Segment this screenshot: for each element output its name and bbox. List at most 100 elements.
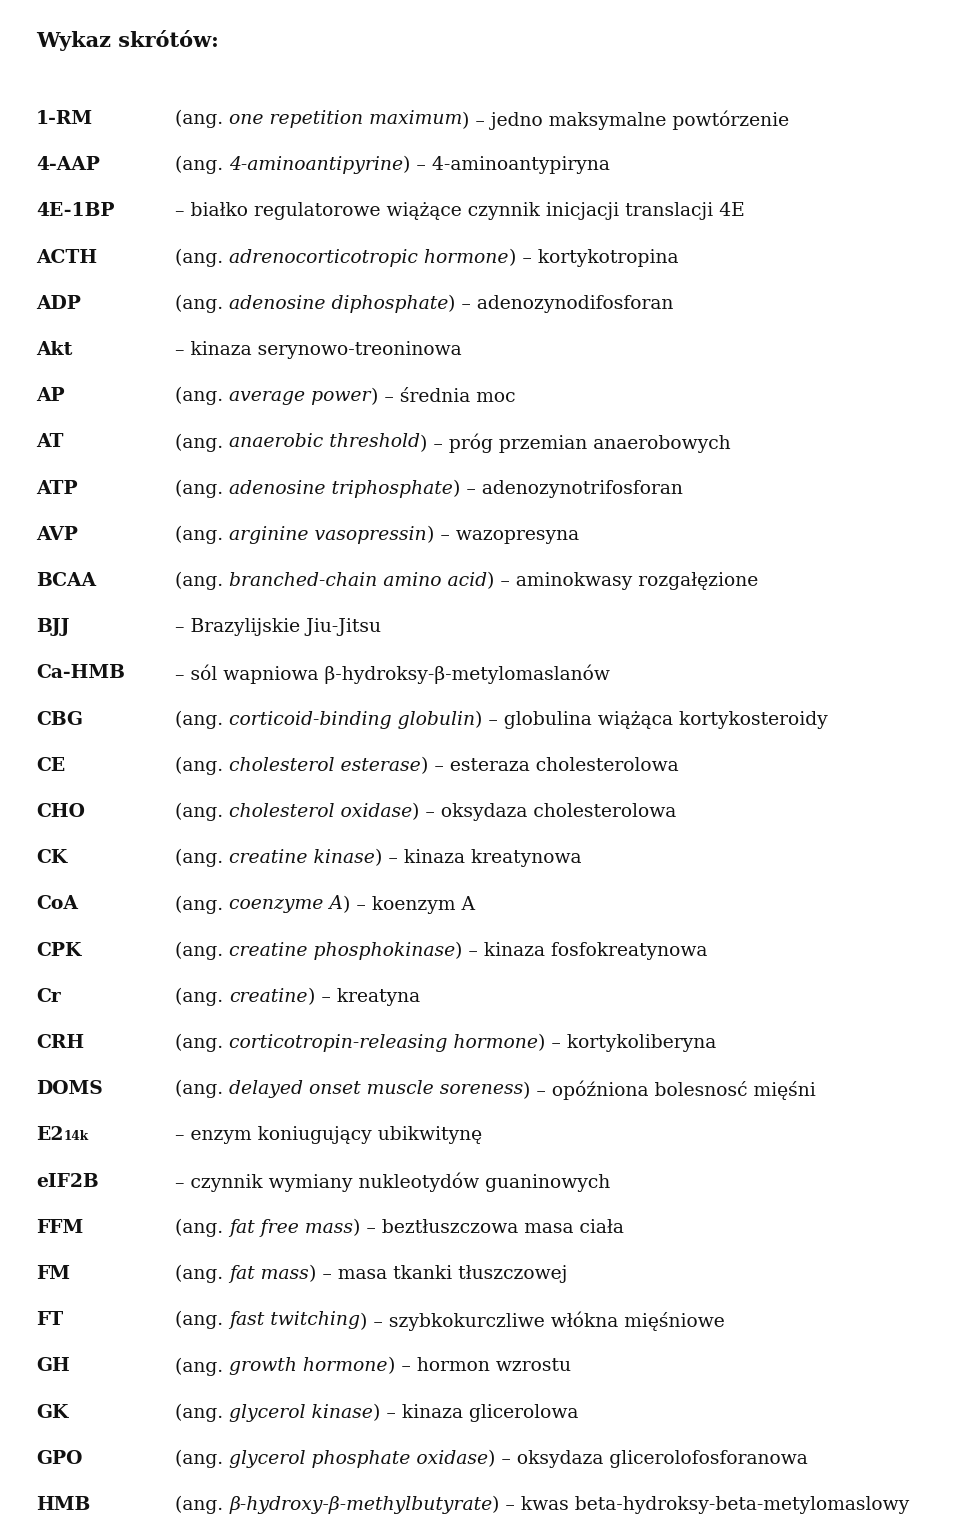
Text: branched-chain amino acid: branched-chain amino acid (229, 572, 488, 591)
Text: ) – kinaza kreatynowa: ) – kinaza kreatynowa (375, 849, 582, 867)
Text: creatine phosphokinase: creatine phosphokinase (229, 941, 455, 959)
Text: Wykaz skrótów:: Wykaz skrótów: (36, 30, 219, 52)
Text: fast twitching: fast twitching (229, 1312, 360, 1330)
Text: ) – oksydaza glicerolofosforanowa: ) – oksydaza glicerolofosforanowa (489, 1450, 808, 1468)
Text: ATP: ATP (36, 480, 78, 498)
Text: GPO: GPO (36, 1450, 83, 1468)
Text: CBG: CBG (36, 710, 83, 729)
Text: adenosine triphosphate: adenosine triphosphate (229, 480, 453, 498)
Text: ) – globulina wiążąca kortykosteroidy: ) – globulina wiążąca kortykosteroidy (475, 710, 828, 729)
Text: (ang.: (ang. (175, 156, 229, 175)
Text: (ang.: (ang. (175, 1264, 229, 1283)
Text: CHO: CHO (36, 803, 84, 821)
Text: β-hydroxy-β-methylbutyrate: β-hydroxy-β-methylbutyrate (229, 1497, 492, 1513)
Text: BJJ: BJJ (36, 618, 69, 636)
Text: (ang.: (ang. (175, 941, 229, 959)
Text: adenosine diphosphate: adenosine diphosphate (229, 294, 448, 313)
Text: anaerobic threshold: anaerobic threshold (229, 434, 420, 451)
Text: ) – wazopresyna: ) – wazopresyna (427, 525, 579, 543)
Text: 4-AAP: 4-AAP (36, 156, 100, 175)
Text: – sól wapniowa β-hydroksy-β-metylomaslanów: – sól wapniowa β-hydroksy-β-metylomaslan… (175, 665, 610, 685)
Text: FT: FT (36, 1312, 63, 1330)
Text: HMB: HMB (36, 1497, 90, 1513)
Text: (ang.: (ang. (175, 1219, 229, 1237)
Text: – białko regulatorowe wiążące czynnik inicjacji translacji 4E: – białko regulatorowe wiążące czynnik in… (175, 202, 745, 220)
Text: – kinaza serynowo-treoninowa: – kinaza serynowo-treoninowa (175, 342, 462, 358)
Text: ADP: ADP (36, 294, 81, 313)
Text: (ang.: (ang. (175, 294, 229, 313)
Text: (ang.: (ang. (175, 480, 229, 498)
Text: ) – kinaza fosfokreatynowa: ) – kinaza fosfokreatynowa (455, 941, 708, 959)
Text: Akt: Akt (36, 342, 72, 358)
Text: eIF2B: eIF2B (36, 1172, 99, 1190)
Text: ) – kreatyna: ) – kreatyna (307, 988, 420, 1006)
Text: GK: GK (36, 1404, 68, 1421)
Text: (ang.: (ang. (175, 1357, 229, 1375)
Text: fat free mass: fat free mass (229, 1219, 353, 1237)
Text: FFM: FFM (36, 1219, 84, 1237)
Text: (ang.: (ang. (175, 1404, 229, 1422)
Text: (ang.: (ang. (175, 710, 229, 729)
Text: corticoid-binding globulin: corticoid-binding globulin (229, 710, 475, 729)
Text: 14k: 14k (63, 1131, 88, 1143)
Text: (ang.: (ang. (175, 387, 229, 405)
Text: average power: average power (229, 387, 371, 405)
Text: glycerol kinase: glycerol kinase (229, 1404, 373, 1421)
Text: AT: AT (36, 434, 63, 451)
Text: CRH: CRH (36, 1034, 84, 1052)
Text: one repetition maximum: one repetition maximum (229, 109, 463, 128)
Text: CoA: CoA (36, 896, 78, 914)
Text: (ang.: (ang. (175, 757, 229, 776)
Text: (ang.: (ang. (175, 434, 229, 452)
Text: ) – beztłuszczowa masa ciała: ) – beztłuszczowa masa ciała (353, 1219, 624, 1237)
Text: (ang.: (ang. (175, 1497, 229, 1515)
Text: E2: E2 (36, 1126, 63, 1145)
Text: ) – hormon wzrostu: ) – hormon wzrostu (388, 1357, 570, 1375)
Text: ) – kwas beta-hydroksy-beta-metylomaslowy: ) – kwas beta-hydroksy-beta-metylomaslow… (492, 1497, 910, 1515)
Text: ) – średnia moc: ) – średnia moc (371, 387, 516, 405)
Text: adrenocorticotropic hormone: adrenocorticotropic hormone (229, 249, 509, 267)
Text: ) – aminokwasy rozgałęzione: ) – aminokwasy rozgałęzione (488, 572, 758, 591)
Text: (ang.: (ang. (175, 849, 229, 867)
Text: ) – szybkokurczliwe włókna mięśniowe: ) – szybkokurczliwe włókna mięśniowe (360, 1312, 725, 1331)
Text: ) – próg przemian anaerobowych: ) – próg przemian anaerobowych (420, 434, 731, 452)
Text: (ang.: (ang. (175, 249, 229, 267)
Text: ) – kortykoliberyna: ) – kortykoliberyna (539, 1034, 716, 1052)
Text: glycerol phosphate oxidase: glycerol phosphate oxidase (229, 1450, 489, 1468)
Text: ) – opóźniona bolesnosć mięśni: ) – opóźniona bolesnosć mięśni (523, 1081, 816, 1099)
Text: creatine kinase: creatine kinase (229, 849, 375, 867)
Text: ) – masa tkanki tłuszczowej: ) – masa tkanki tłuszczowej (309, 1264, 567, 1283)
Text: ) – oksydaza cholesterolowa: ) – oksydaza cholesterolowa (413, 803, 677, 821)
Text: ) – jedno maksymalne powtórzenie: ) – jedno maksymalne powtórzenie (463, 109, 789, 129)
Text: ) – adenozynodifosforan: ) – adenozynodifosforan (448, 294, 674, 313)
Text: AVP: AVP (36, 525, 78, 543)
Text: coenzyme A: coenzyme A (229, 896, 343, 914)
Text: BCAA: BCAA (36, 572, 96, 591)
Text: – Brazylijskie Jiu-Jitsu: – Brazylijskie Jiu-Jitsu (175, 618, 381, 636)
Text: (ang.: (ang. (175, 896, 229, 914)
Text: cholesterol oxidase: cholesterol oxidase (229, 803, 413, 821)
Text: delayed onset muscle soreness: delayed onset muscle soreness (229, 1081, 523, 1098)
Text: ) – koenzym A: ) – koenzym A (343, 896, 475, 914)
Text: 4E-1BP: 4E-1BP (36, 202, 114, 220)
Text: AP: AP (36, 387, 64, 405)
Text: cholesterol esterase: cholesterol esterase (229, 757, 420, 774)
Text: ) – esteraza cholesterolowa: ) – esteraza cholesterolowa (420, 757, 679, 774)
Text: CK: CK (36, 849, 67, 867)
Text: (ang.: (ang. (175, 1312, 229, 1330)
Text: (ang.: (ang. (175, 572, 229, 591)
Text: ) – kinaza glicerolowa: ) – kinaza glicerolowa (373, 1404, 578, 1422)
Text: ) – 4-aminoantypiryna: ) – 4-aminoantypiryna (403, 156, 611, 175)
Text: Cr: Cr (36, 988, 60, 1006)
Text: fat mass: fat mass (229, 1264, 309, 1283)
Text: ACTH: ACTH (36, 249, 97, 267)
Text: 1-RM: 1-RM (36, 109, 93, 128)
Text: 4-aminoantipyrine: 4-aminoantipyrine (229, 156, 403, 175)
Text: (ang.: (ang. (175, 1450, 229, 1468)
Text: CE: CE (36, 757, 65, 774)
Text: creatine: creatine (229, 988, 307, 1006)
Text: – enzym koniugujący ubikwitynę: – enzym koniugujący ubikwitynę (175, 1126, 482, 1145)
Text: (ang.: (ang. (175, 988, 229, 1006)
Text: – czynnik wymiany nukleotydów guaninowych: – czynnik wymiany nukleotydów guaninowyc… (175, 1172, 611, 1192)
Text: (ang.: (ang. (175, 1081, 229, 1099)
